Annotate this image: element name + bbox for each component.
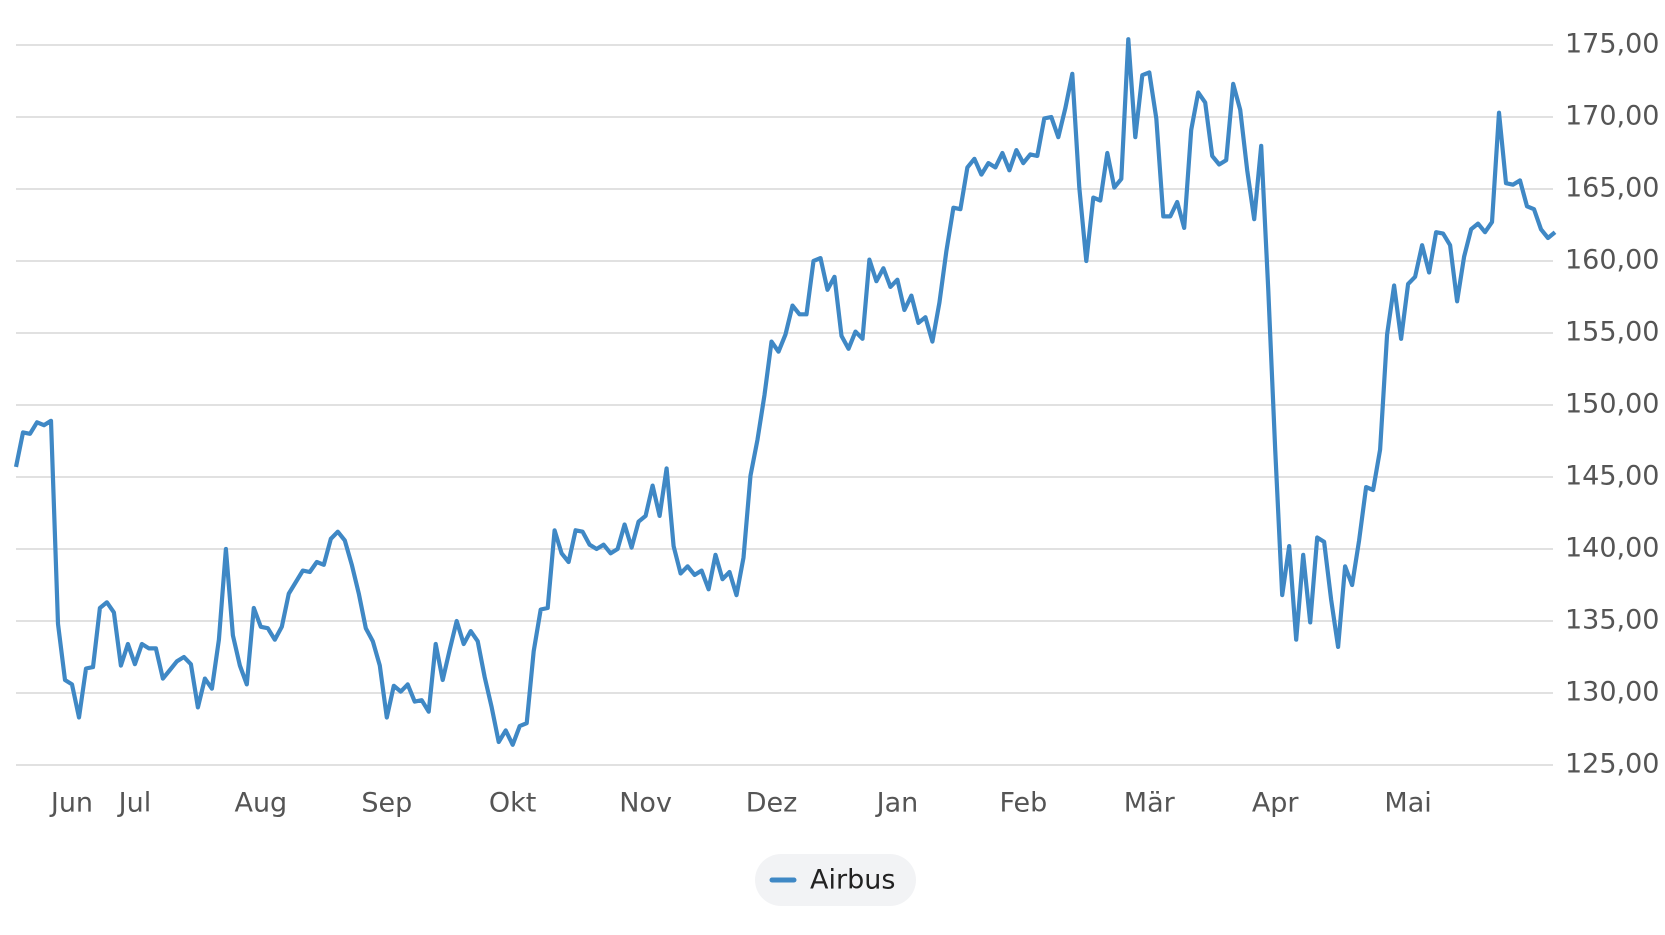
y-tick-label: 135,00 [1565, 605, 1659, 636]
y-tick-label: 170,00 [1565, 101, 1659, 132]
x-tick-label: Apr [1252, 788, 1300, 819]
y-tick-label: 145,00 [1565, 461, 1659, 492]
x-tick-label: Jul [117, 788, 152, 819]
data-line [13, 37, 1557, 747]
x-tick-label: Jan [875, 788, 919, 819]
y-tick-label: 125,00 [1565, 749, 1659, 780]
x-tick-label: Mai [1384, 788, 1431, 819]
x-tick-label: Okt [489, 788, 536, 819]
y-tick-label: 155,00 [1565, 317, 1659, 348]
x-tick-label: Aug [234, 788, 287, 819]
legend-background [755, 854, 916, 906]
x-tick-label: Feb [999, 788, 1047, 819]
y-tick-label: 165,00 [1565, 173, 1659, 204]
x-tick-label: Sep [361, 788, 412, 819]
y-tick-label: 160,00 [1565, 245, 1659, 276]
x-tick-label: Mär [1124, 788, 1176, 819]
y-tick-label: 175,00 [1565, 29, 1659, 60]
x-tick-label: Dez [746, 788, 798, 819]
y-tick-label: 140,00 [1565, 533, 1659, 564]
x-tick-label: Jun [49, 788, 93, 819]
y-tick-label: 130,00 [1565, 677, 1659, 708]
x-tick-label: Nov [619, 788, 672, 819]
y-tick-label: 150,00 [1565, 389, 1659, 420]
legend-label: Airbus [810, 865, 895, 896]
